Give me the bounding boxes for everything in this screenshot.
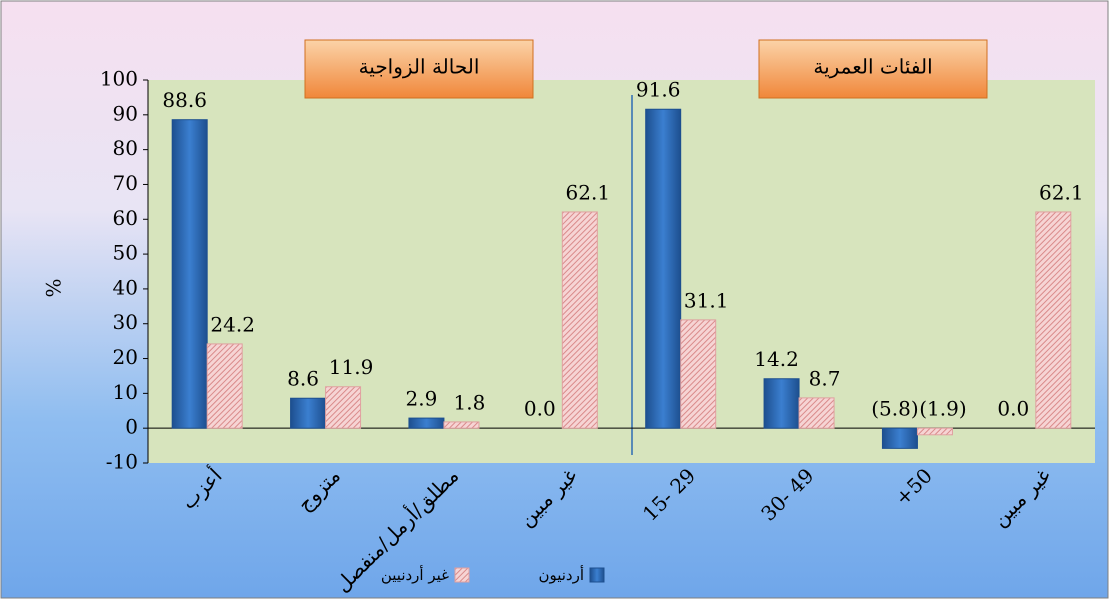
bar	[443, 421, 480, 429]
value-label: 62.1	[1039, 180, 1084, 204]
annotation-box	[758, 39, 988, 99]
y-tick-label: 40	[113, 275, 138, 299]
value-label: 91.6	[636, 78, 681, 102]
bar	[171, 119, 208, 429]
bar	[881, 427, 918, 449]
bar	[763, 378, 800, 429]
bar	[408, 417, 445, 429]
y-tick-label: 80	[113, 136, 138, 160]
value-label: 1.8	[454, 390, 486, 414]
bar	[680, 319, 717, 429]
value-label: 0.0	[524, 397, 556, 421]
annotation: الحالة الزواجية	[359, 55, 480, 79]
y-axis-label: %	[42, 278, 66, 297]
bar	[1035, 211, 1072, 429]
legend-swatch	[589, 567, 605, 583]
legend-label: أردنيون	[538, 565, 584, 584]
value-label: 24.2	[210, 312, 255, 336]
y-tick-label: 90	[113, 101, 138, 125]
value-label: (1.9)	[919, 397, 966, 421]
y-tick-label: 60	[113, 206, 138, 230]
value-label: 8.6	[287, 367, 319, 391]
y-tick-label: 20	[113, 345, 138, 369]
annotation: الفئات العمرية	[813, 55, 932, 79]
bar	[561, 211, 598, 429]
value-label: 8.7	[809, 366, 841, 390]
value-label: 88.6	[162, 88, 207, 112]
bar	[798, 397, 835, 429]
y-tick-label: 70	[113, 171, 138, 195]
annotation-box	[304, 39, 534, 99]
y-tick-label: 100	[100, 67, 138, 91]
value-label: 14.2	[754, 347, 799, 371]
value-label: 0.0	[997, 397, 1029, 421]
value-label: 11.9	[329, 355, 374, 379]
y-tick-label: -10	[106, 450, 138, 474]
bar	[325, 386, 362, 429]
y-tick-label: 30	[113, 310, 138, 334]
value-label: 62.1	[566, 180, 611, 204]
y-tick-label: 10	[113, 380, 138, 404]
y-tick-label: 50	[113, 241, 138, 265]
legend-swatch	[454, 567, 470, 583]
y-tick-label: 0	[125, 415, 138, 439]
value-label: 31.1	[684, 288, 729, 312]
legend-label: غير أردنيين	[381, 565, 449, 584]
value-label: (5.8)	[871, 397, 918, 421]
value-label: 2.9	[406, 387, 438, 411]
bar	[206, 343, 243, 429]
bar	[916, 427, 953, 436]
bar	[645, 108, 682, 429]
bar	[290, 397, 327, 429]
